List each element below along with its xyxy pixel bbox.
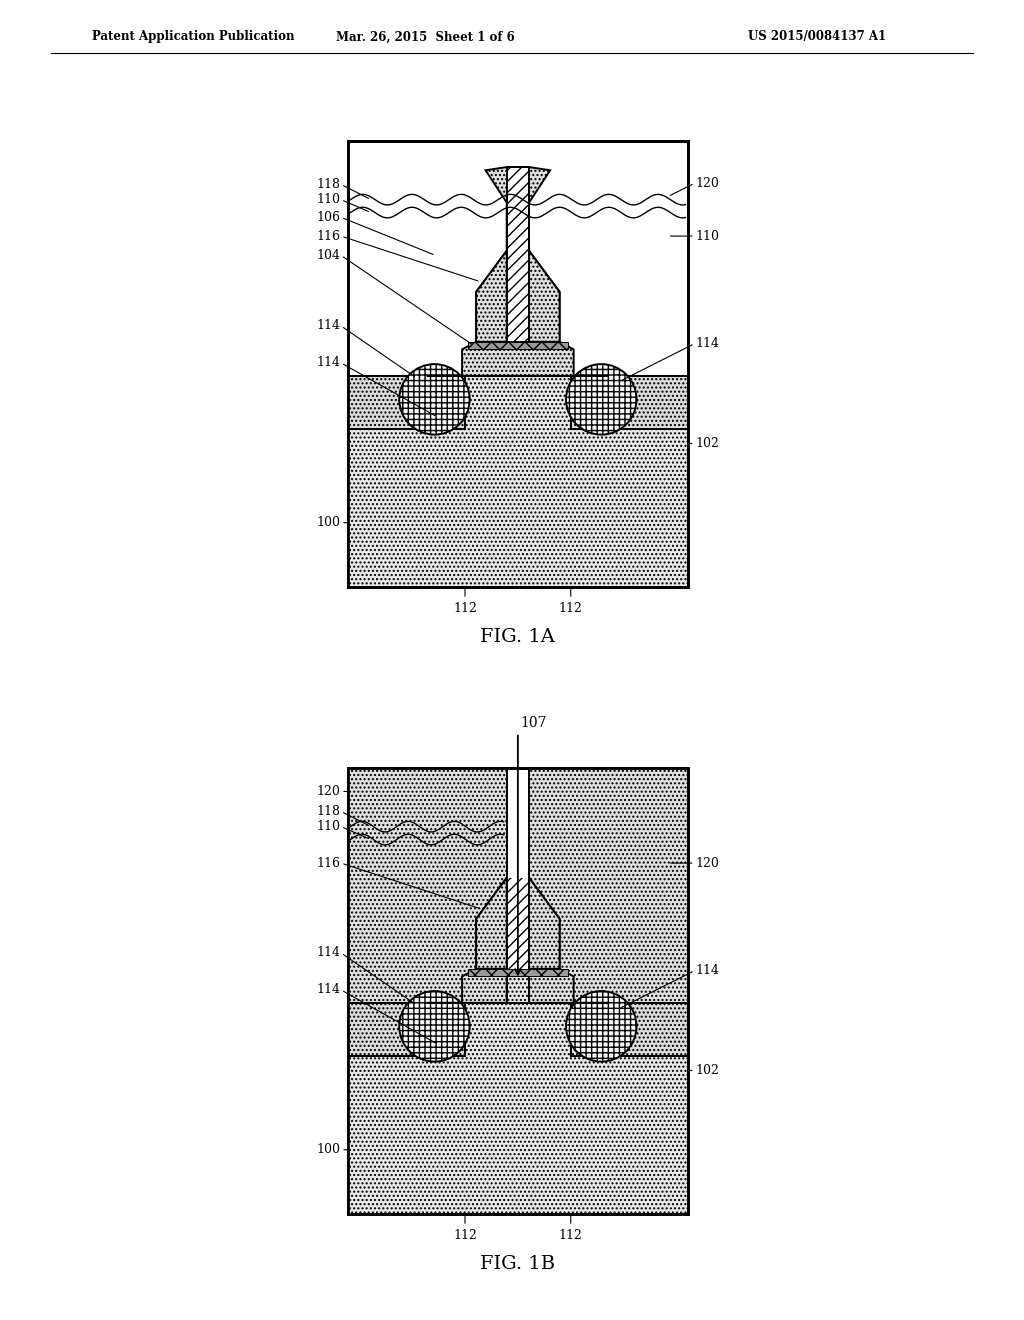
Text: 107: 107	[521, 715, 547, 730]
Text: 102: 102	[695, 437, 719, 450]
Text: 112: 112	[453, 602, 477, 615]
Text: 114: 114	[316, 319, 340, 333]
Text: 112: 112	[453, 1229, 477, 1242]
Text: 120: 120	[316, 785, 340, 797]
Text: 114: 114	[316, 983, 340, 997]
Circle shape	[399, 364, 470, 434]
Circle shape	[399, 991, 470, 1061]
Bar	[570, 1003, 688, 1056]
Text: 114: 114	[695, 964, 719, 977]
Text: 106: 106	[316, 211, 340, 224]
Text: 120: 120	[695, 857, 719, 870]
Text: 116: 116	[316, 857, 340, 870]
Text: 110: 110	[316, 820, 340, 833]
Bar	[507, 168, 529, 342]
Text: Patent Application Publication: Patent Application Publication	[92, 30, 295, 44]
Text: 112: 112	[559, 1229, 583, 1242]
Text: 118: 118	[316, 805, 340, 818]
Bar	[347, 1003, 465, 1056]
Bar	[347, 768, 688, 1214]
Bar	[347, 141, 688, 587]
Text: 110: 110	[695, 230, 719, 243]
Text: 114: 114	[316, 946, 340, 960]
Bar	[570, 376, 688, 429]
Polygon shape	[347, 350, 688, 587]
Text: 114: 114	[695, 337, 719, 350]
Polygon shape	[427, 878, 507, 1003]
Bar	[468, 342, 567, 350]
Bar	[347, 768, 688, 1214]
Text: 100: 100	[316, 516, 340, 529]
Bar	[529, 768, 688, 1003]
Bar	[347, 768, 507, 1003]
Text: 114: 114	[316, 356, 340, 370]
Text: FIG. 1A: FIG. 1A	[480, 628, 555, 647]
Polygon shape	[529, 878, 609, 1003]
Text: 120: 120	[695, 177, 719, 190]
Text: 110: 110	[316, 193, 340, 206]
Text: 118: 118	[316, 178, 340, 191]
Polygon shape	[529, 878, 559, 969]
Polygon shape	[476, 251, 507, 342]
Bar	[347, 141, 688, 587]
Polygon shape	[427, 168, 609, 376]
Bar	[468, 969, 567, 977]
Text: 104: 104	[316, 249, 340, 261]
Bar	[347, 376, 465, 429]
Bar	[507, 878, 529, 969]
Text: US 2015/0084137 A1: US 2015/0084137 A1	[748, 30, 886, 44]
Text: 100: 100	[316, 1143, 340, 1156]
Text: 116: 116	[316, 230, 340, 243]
Polygon shape	[347, 977, 688, 1214]
Text: 112: 112	[559, 602, 583, 615]
Text: 102: 102	[695, 1064, 719, 1077]
Circle shape	[566, 364, 637, 434]
Polygon shape	[476, 878, 507, 969]
Polygon shape	[529, 251, 559, 342]
Circle shape	[566, 991, 637, 1061]
Text: FIG. 1B: FIG. 1B	[480, 1255, 555, 1274]
Text: Mar. 26, 2015  Sheet 1 of 6: Mar. 26, 2015 Sheet 1 of 6	[336, 30, 514, 44]
